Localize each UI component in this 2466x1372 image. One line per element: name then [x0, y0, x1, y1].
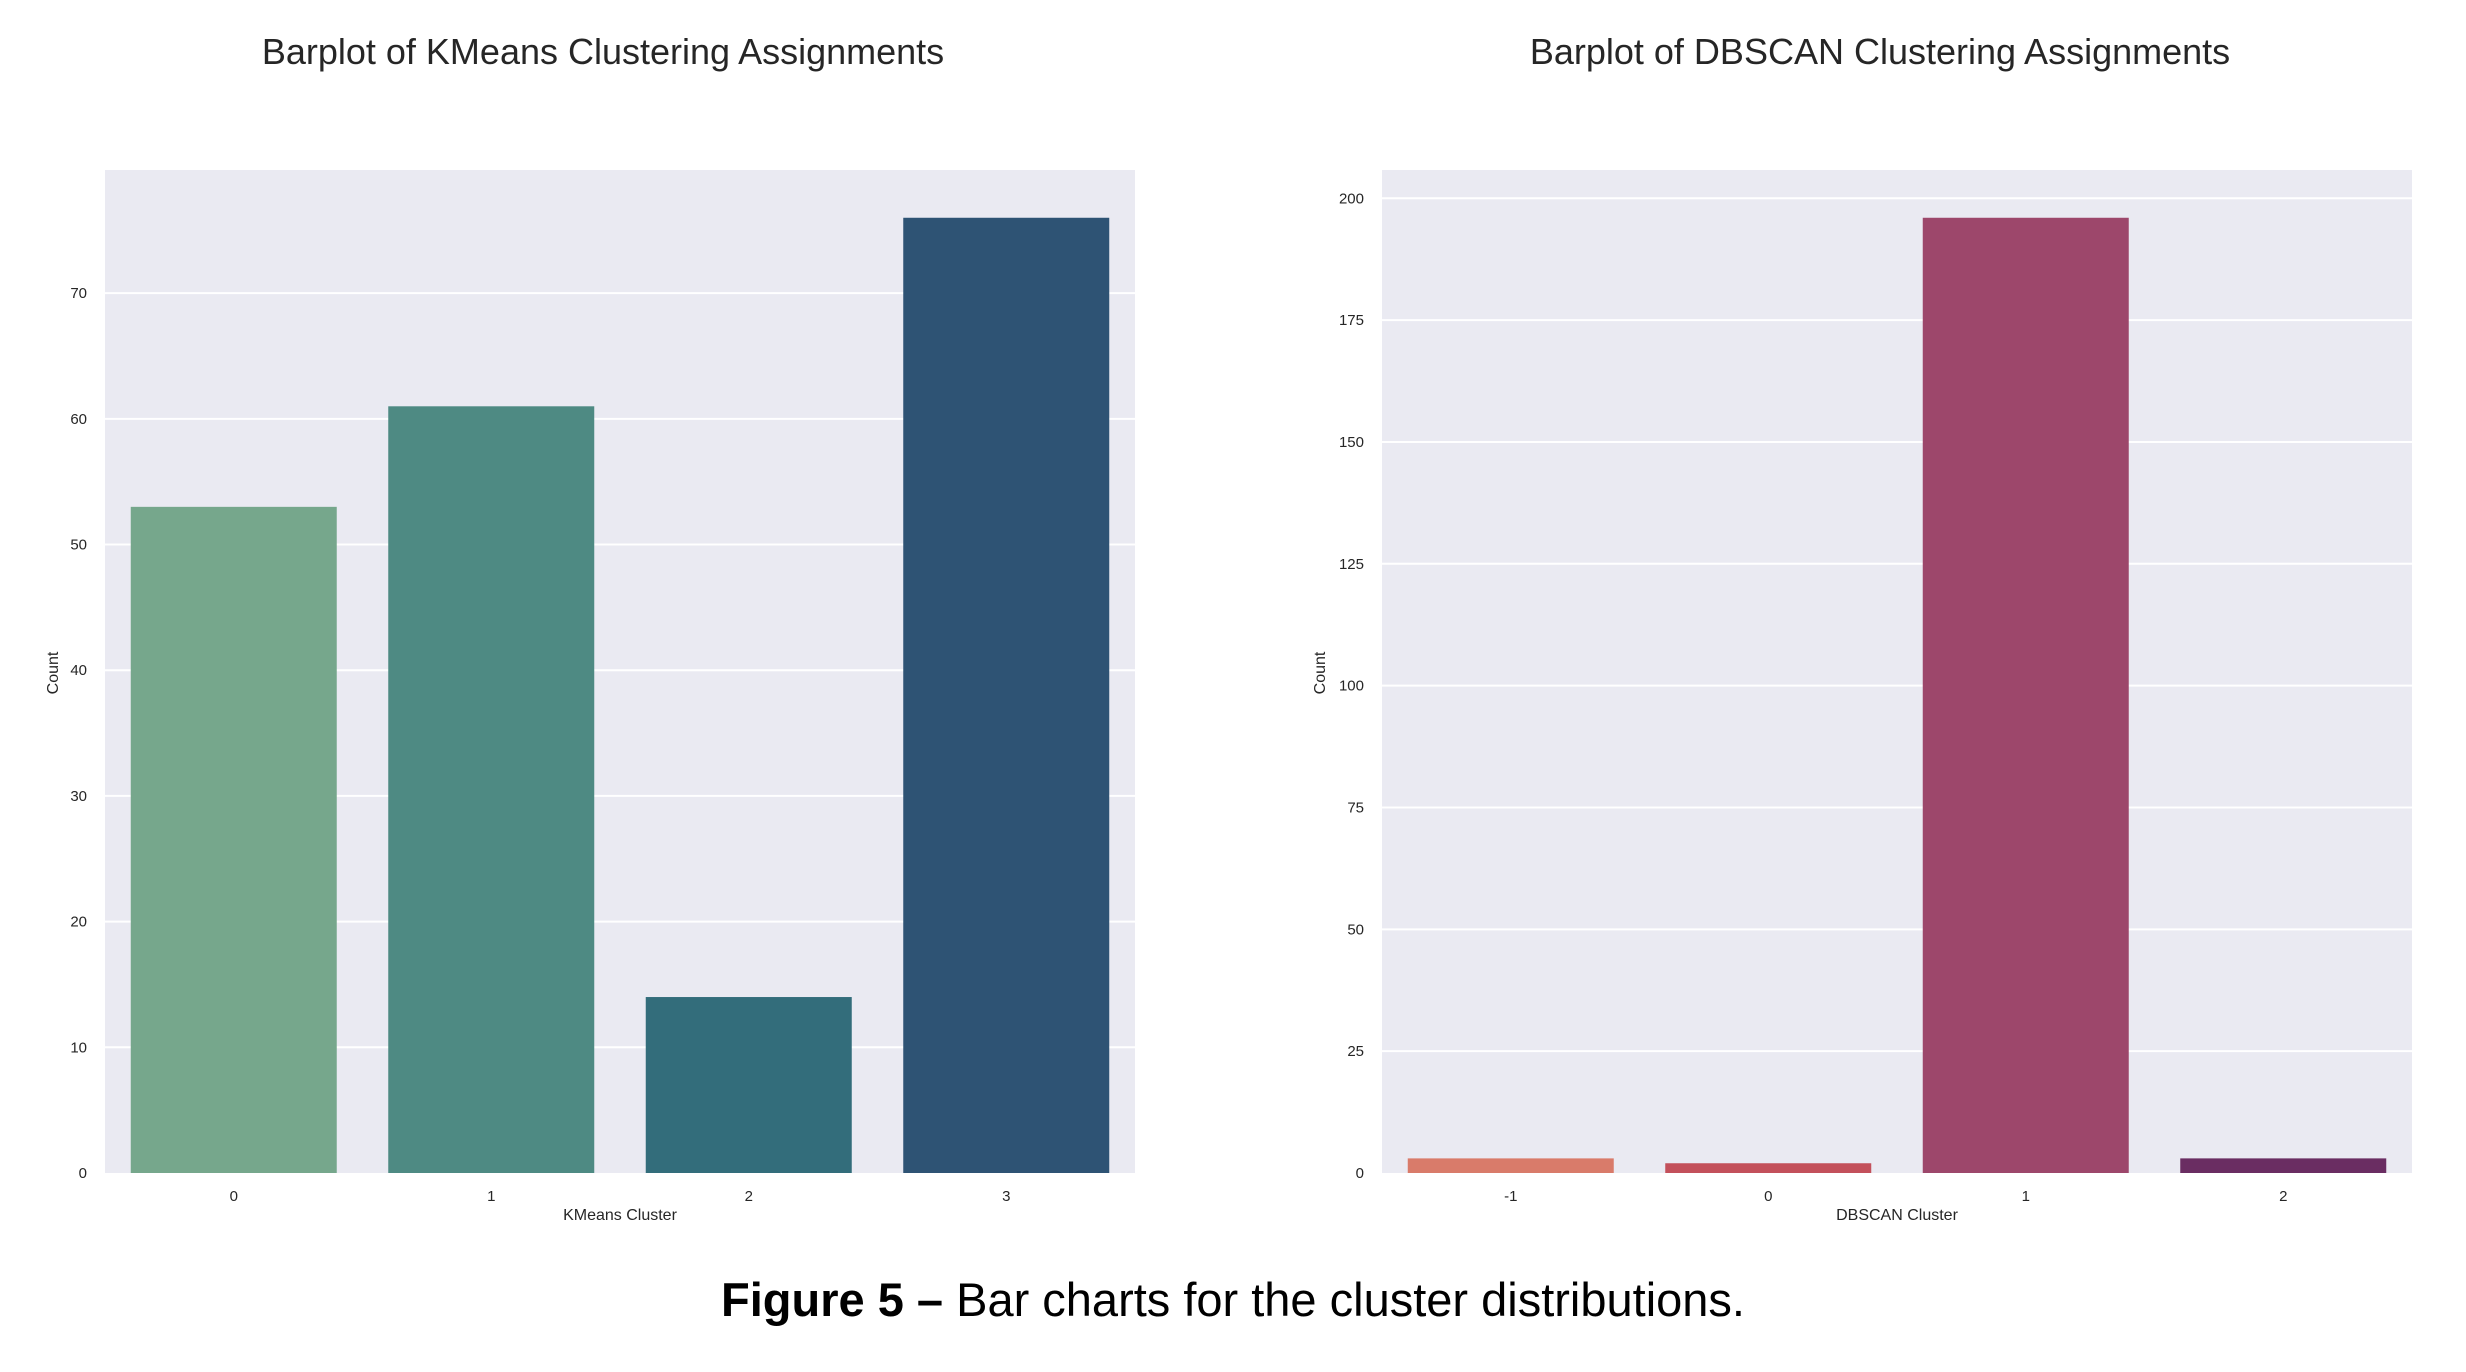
dbscan-y-axis-label: Count [1312, 651, 1329, 694]
dbscan-y-tick-label: 0 [1356, 1165, 1364, 1182]
dbscan-y-tick-label: 175 [1339, 312, 1364, 329]
dbscan-bar--1 [1407, 1158, 1614, 1173]
dbscan-bar-1 [1922, 217, 2129, 1173]
kmeans-y-tick-labels: 0 10 20 30 40 50 60 70 [70, 285, 87, 1182]
kmeans-chart: Barplot of KMeans Clustering Assignments… [45, 31, 1135, 1224]
dbscan-y-tick-labels: 0 25 50 75 100 125 150 175 200 [1339, 190, 1364, 1182]
dbscan-chart-title: Barplot of DBSCAN Clustering Assignments [1530, 31, 2230, 72]
dbscan-chart: Barplot of DBSCAN Clustering Assignments… [1312, 31, 2412, 1224]
kmeans-y-tick-label: 30 [70, 788, 87, 805]
dbscan-plot-area [1382, 170, 2412, 1173]
kmeans-chart-title: Barplot of KMeans Clustering Assignments [262, 31, 944, 72]
dbscan-y-tick-label: 150 [1339, 434, 1364, 451]
kmeans-y-tick-label: 0 [79, 1165, 87, 1182]
dbscan-gridlines [1382, 197, 2412, 1053]
kmeans-y-tick-label: 50 [70, 537, 87, 554]
kmeans-bar-2 [645, 997, 852, 1173]
kmeans-x-tick-label: 1 [487, 1188, 495, 1205]
dbscan-x-tick-label: 0 [1764, 1188, 1772, 1205]
dbscan-bar-0 [1665, 1163, 1872, 1173]
kmeans-y-tick-label: 20 [70, 914, 87, 931]
kmeans-bar-3 [903, 217, 1110, 1173]
kmeans-x-tick-label: 0 [230, 1188, 238, 1205]
figure-caption: Figure 5 – Bar charts for the cluster di… [0, 1272, 2466, 1327]
kmeans-y-axis-label: Count [45, 651, 62, 694]
kmeans-x-tick-label: 2 [745, 1188, 753, 1205]
dbscan-y-tick-label: 50 [1347, 921, 1364, 938]
kmeans-y-tick-label: 70 [70, 285, 87, 302]
dbscan-x-tick-label: 1 [2022, 1188, 2030, 1205]
dbscan-x-tick-labels: -1 0 1 2 [1504, 1188, 2287, 1205]
kmeans-bar-1 [388, 406, 595, 1173]
kmeans-bar-0 [130, 506, 337, 1173]
kmeans-x-tick-label: 3 [1002, 1188, 1010, 1205]
figure-caption-label: Figure 5 – [721, 1273, 944, 1326]
kmeans-x-axis-label: KMeans Cluster [563, 1207, 677, 1224]
dbscan-y-tick-label: 75 [1347, 799, 1364, 816]
dbscan-x-tick-label: -1 [1504, 1188, 1517, 1205]
dbscan-x-tick-label: 2 [2279, 1188, 2287, 1205]
dbscan-bars [1407, 217, 2387, 1173]
dbscan-y-tick-label: 25 [1347, 1043, 1364, 1060]
dbscan-y-tick-label: 200 [1339, 190, 1364, 207]
kmeans-bars [130, 217, 1110, 1173]
kmeans-y-tick-label: 10 [70, 1039, 87, 1056]
kmeans-y-tick-label: 40 [70, 662, 87, 679]
figure-caption-text: Bar charts for the cluster distributions… [943, 1273, 1745, 1326]
kmeans-x-tick-labels: 0 1 2 3 [230, 1188, 1011, 1205]
dbscan-y-tick-label: 100 [1339, 678, 1364, 695]
kmeans-y-tick-label: 60 [70, 411, 87, 428]
dbscan-bar-2 [2180, 1158, 2387, 1173]
dbscan-y-tick-label: 125 [1339, 556, 1364, 573]
dbscan-x-axis-label: DBSCAN Cluster [1836, 1207, 1958, 1224]
